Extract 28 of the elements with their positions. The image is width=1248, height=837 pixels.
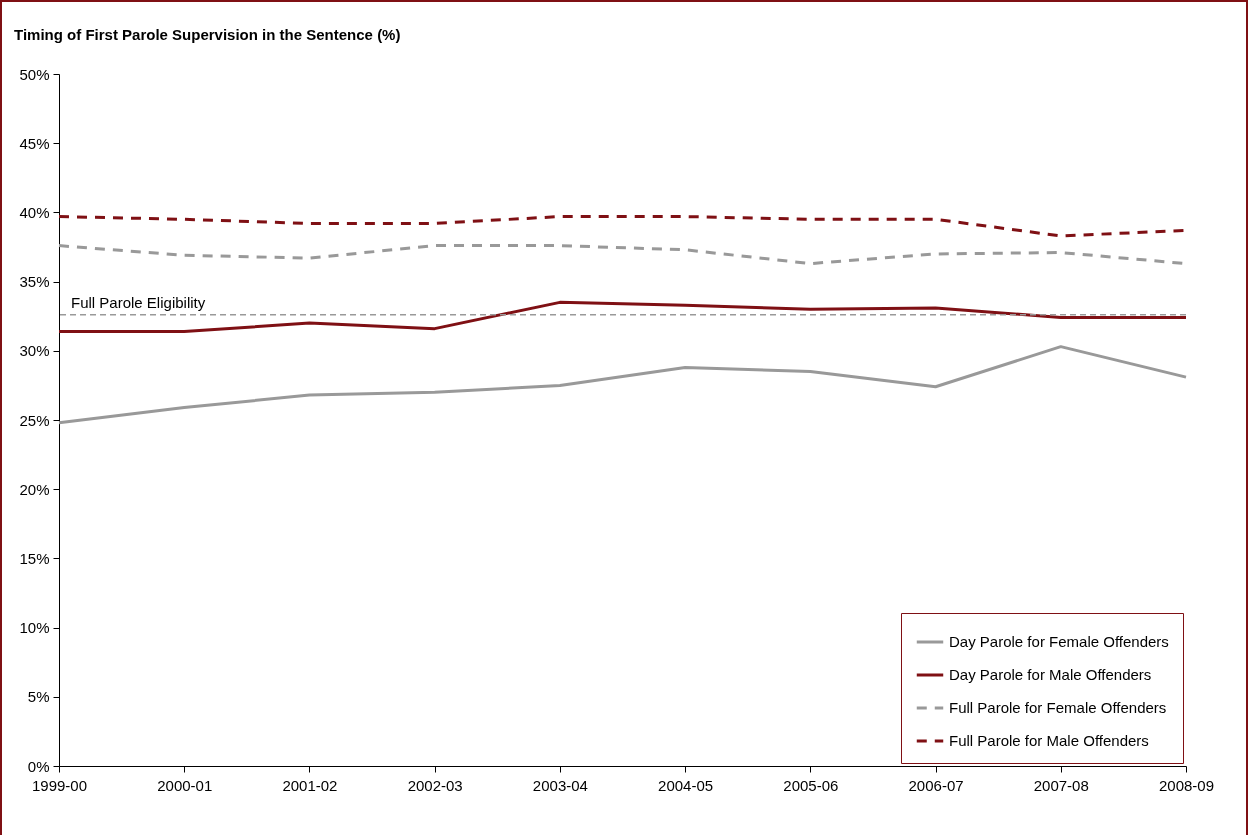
y-tick-label: 30% bbox=[19, 342, 50, 360]
x-tick-label: 2002-03 bbox=[407, 776, 463, 794]
y-tick-label: 35% bbox=[19, 273, 50, 291]
y-tick-label: 20% bbox=[19, 480, 50, 498]
y-tick-label: 25% bbox=[19, 411, 50, 429]
x-tick-label: 2006-07 bbox=[908, 776, 964, 794]
x-tick-label: 2003-04 bbox=[532, 776, 588, 794]
x-tick-label: 2008-09 bbox=[1158, 776, 1215, 794]
y-tick-label: 5% bbox=[27, 688, 50, 706]
y-tick-label: 0% bbox=[27, 757, 50, 775]
line-series bbox=[57, 345, 1188, 425]
ref-line-label: Full Parole Eligibility bbox=[71, 293, 206, 311]
y-tick-label: 40% bbox=[19, 203, 50, 221]
chart-title: Timing of First Parole Supervision in the Sentence (%) bbox=[14, 26, 401, 43]
x-tick-label: 2007-08 bbox=[1033, 776, 1089, 794]
legend-label: Day Parole for Female Offenders bbox=[949, 633, 1169, 650]
x-tick-label: 2001-02 bbox=[282, 776, 338, 794]
legend-label: Full Parole for Female Offenders bbox=[949, 699, 1167, 716]
y-tick-label: 15% bbox=[19, 549, 50, 567]
x-tick-label: 2000-01 bbox=[157, 776, 213, 794]
y-tick-label: 50% bbox=[19, 65, 50, 83]
y-tick-label: 10% bbox=[19, 619, 50, 637]
x-tick-label: 2004-05 bbox=[658, 776, 714, 794]
x-tick-label: 1999-00 bbox=[31, 776, 88, 794]
legend-label: Day Parole for Male Offenders bbox=[949, 666, 1152, 683]
legend-label: Full Parole for Male Offenders bbox=[949, 732, 1149, 749]
x-tick-label: 2005-06 bbox=[783, 776, 839, 794]
y-tick-label: 45% bbox=[19, 134, 50, 152]
